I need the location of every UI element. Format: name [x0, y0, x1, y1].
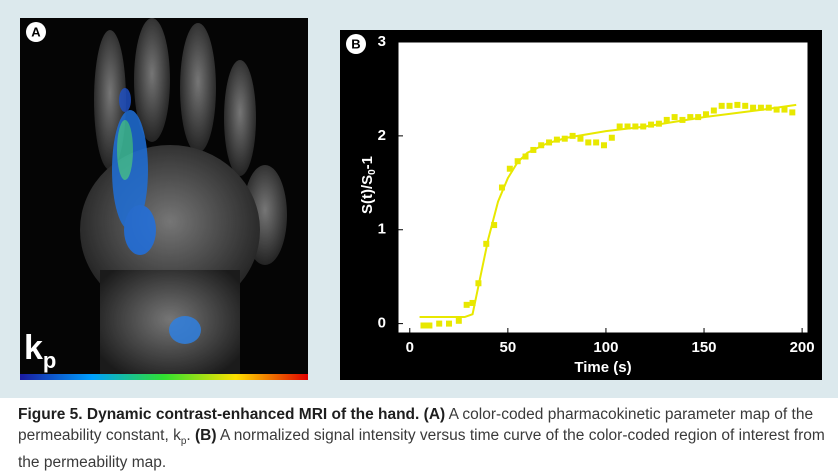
- kp-symbol: kp: [24, 329, 56, 373]
- y-tick-label: 2: [378, 127, 386, 144]
- kp-overlay: [112, 88, 201, 344]
- y-label-sub: 0: [367, 169, 378, 175]
- y-tick-label: 3: [378, 33, 386, 50]
- caption-a-sub: p: [180, 436, 187, 448]
- data-point: [616, 123, 623, 130]
- data-point: [600, 142, 607, 149]
- data-point: [522, 153, 529, 160]
- data-point: [663, 116, 670, 123]
- panel-label: B: [351, 36, 360, 51]
- x-tick-label: 100: [593, 339, 618, 356]
- caption-a-label: (A): [423, 406, 446, 423]
- caption: Figure 5. Dynamic contrast-enhanced MRI …: [0, 398, 838, 475]
- data-point: [585, 139, 592, 146]
- plot-area: [397, 41, 809, 334]
- data-point: [426, 322, 433, 329]
- data-point: [498, 184, 505, 191]
- data-point: [789, 109, 796, 116]
- kp-p: p: [43, 348, 56, 373]
- caption-b-text: A normalized signal intensity versus tim…: [18, 427, 825, 472]
- panel-badge: [346, 34, 366, 54]
- caption-title: Figure 5. Dynamic contrast-enhanced MRI …: [18, 406, 420, 423]
- caption-b-label: (B): [195, 427, 217, 444]
- kp-k: k: [24, 329, 43, 367]
- fit-curve: [419, 103, 797, 319]
- data-point: [734, 101, 741, 108]
- data-point: [632, 123, 639, 130]
- data-point: [750, 104, 757, 111]
- y-axis-label: S(t)/S0-1: [359, 156, 378, 214]
- data-point: [671, 114, 678, 121]
- data-point: [436, 320, 443, 327]
- data-point: [491, 222, 498, 229]
- data-point: [757, 104, 764, 111]
- x-tick-label: 150: [692, 339, 717, 356]
- y-tick-label: 0: [378, 315, 386, 332]
- color-bar: [20, 374, 308, 380]
- y-label-main: S(t)/S: [359, 175, 376, 214]
- data-point: [718, 102, 725, 109]
- data-point: [455, 317, 462, 324]
- x-axis-label: Time (s): [574, 359, 631, 376]
- x-tick-label: 0: [406, 339, 414, 356]
- data-point: [506, 165, 513, 172]
- data-point: [593, 139, 600, 146]
- data-point: [687, 114, 694, 121]
- data-point: [446, 320, 453, 327]
- panel-a: A kp: [20, 18, 308, 380]
- data-point: [726, 102, 733, 109]
- data-point: [420, 322, 427, 329]
- y-label-end: -1: [359, 156, 376, 169]
- x-tick-label: 50: [500, 339, 517, 356]
- data-point: [469, 299, 476, 306]
- data-point: [624, 123, 631, 130]
- data-point: [773, 106, 780, 113]
- x-tick-label: 200: [790, 339, 815, 356]
- data-point: [781, 106, 788, 113]
- data-point: [463, 301, 470, 308]
- caption-a-end: .: [186, 427, 191, 444]
- data-point: [577, 135, 584, 142]
- data-point: [742, 102, 749, 109]
- data-point: [608, 134, 615, 141]
- y-tick-label: 1: [378, 221, 386, 238]
- panel-badge: [26, 22, 46, 42]
- data-point: [765, 104, 772, 111]
- data-point: [702, 111, 709, 118]
- caption-a-text: A color-coded pharmacokinetic parameter …: [18, 406, 814, 444]
- data-point: [710, 107, 717, 114]
- panel-label: A: [31, 24, 41, 39]
